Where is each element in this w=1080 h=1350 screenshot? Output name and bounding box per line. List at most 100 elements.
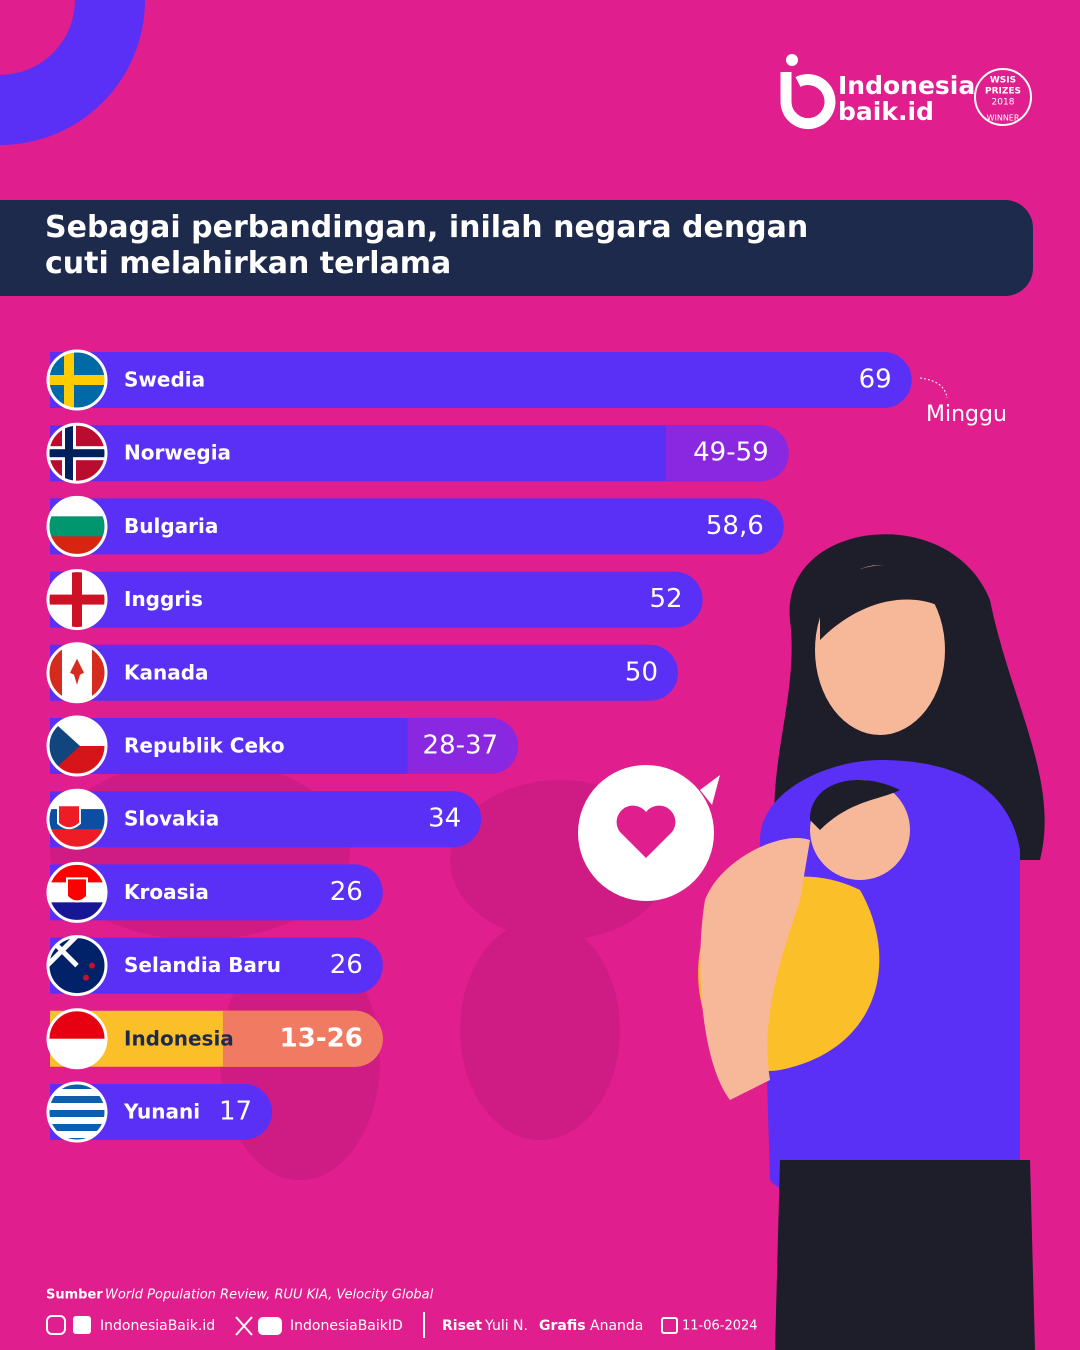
value-label: 28-37 <box>423 731 499 761</box>
award-text: WINNER <box>987 114 1020 123</box>
flag-ring <box>46 1081 108 1143</box>
bars: Swedia 69 Norwegia 49-59 Bulgaria 58,6 Inggris… <box>46 349 912 1143</box>
category-label: Yunani <box>123 1100 200 1124</box>
title-wrap: Sebagai perbandingan, inilah negara deng… <box>45 210 809 281</box>
flag-part <box>49 516 105 537</box>
icon-calendar <box>661 1317 678 1334</box>
flag <box>49 644 105 701</box>
bar <box>50 864 383 921</box>
flag-part <box>49 864 105 883</box>
chart-title: Sebagai perbandingan, inilah negara deng… <box>45 210 809 281</box>
value-label: 50 <box>625 657 658 687</box>
award-text: WSIS <box>990 76 1016 86</box>
bar <box>50 498 784 555</box>
flag-part <box>49 594 105 605</box>
flag-part <box>89 962 95 969</box>
source-label: Sumber <box>46 1288 103 1303</box>
decor-arc <box>0 0 145 145</box>
date: 11-06-2024 <box>682 1319 758 1334</box>
bar <box>50 644 678 701</box>
flag-part <box>49 449 105 458</box>
illustration <box>578 534 1045 1350</box>
flag-ring <box>46 788 108 850</box>
category-label: Norwegia <box>124 441 231 465</box>
flag <box>49 571 105 628</box>
icon-facebook <box>73 1316 91 1334</box>
flag-part <box>49 902 105 921</box>
category-label: Slovakia <box>124 807 219 831</box>
category-label: Swedia <box>124 368 205 392</box>
flag-ring <box>46 861 108 923</box>
category-label: Republik Ceko <box>124 734 285 758</box>
handle: IndonesiaBaikID <box>290 1318 403 1334</box>
bar-range <box>665 425 789 482</box>
value-label: 26 <box>330 877 363 907</box>
flag-part <box>49 1089 105 1096</box>
value-label: 69 <box>859 365 892 395</box>
bar <box>50 791 482 848</box>
handle: IndonesiaBaik.id <box>100 1318 215 1334</box>
flag <box>49 791 105 848</box>
flag-ring <box>46 349 108 411</box>
value-label: 58,6 <box>706 511 764 541</box>
category-label: Kroasia <box>124 880 209 904</box>
value-label: 13-26 <box>280 1023 363 1053</box>
flag-part <box>49 1131 105 1138</box>
icon-youtube <box>258 1317 282 1335</box>
bar <box>50 1084 273 1140</box>
flag <box>49 1084 105 1140</box>
bar-range <box>407 718 519 774</box>
flag <box>49 498 105 555</box>
flag-ring <box>46 935 108 997</box>
bar <box>50 937 383 994</box>
flag-part <box>57 804 81 830</box>
flag-ring <box>46 642 108 704</box>
category-label: Kanada <box>124 660 209 684</box>
footer: Sumber World Population Review, RUU KIA,… <box>46 1288 758 1338</box>
flag-part <box>49 536 105 555</box>
source: World Population Review, RUU KIA, Veloci… <box>105 1288 434 1303</box>
credit-label: Grafis <box>539 1318 586 1334</box>
logo-text: baik.id <box>838 97 934 126</box>
icon-instagram <box>46 1315 66 1335</box>
bar <box>50 425 789 482</box>
flag-ring <box>46 715 108 777</box>
title-box <box>0 200 1033 296</box>
credit-label: Riset <box>442 1318 482 1334</box>
flag <box>49 864 105 921</box>
bar-range <box>222 1010 383 1067</box>
category-label: Bulgaria <box>124 514 218 538</box>
value-label: 26 <box>330 950 363 980</box>
flag <box>49 937 105 994</box>
value-label: 17 <box>219 1097 252 1127</box>
flag-part <box>83 974 89 981</box>
flag <box>49 425 105 482</box>
category-label: Inggris <box>124 587 203 611</box>
value-label: 52 <box>650 584 683 614</box>
category-label: Indonesia <box>124 1026 234 1050</box>
flag <box>49 352 105 408</box>
flag-part <box>70 658 84 685</box>
credit: Yuli N. <box>484 1318 528 1334</box>
flag-part <box>49 1103 105 1110</box>
flag-part <box>49 375 105 385</box>
award-text: 2018 <box>992 98 1015 108</box>
bar <box>50 718 519 774</box>
bar <box>50 571 703 628</box>
award-text: PRIZES <box>985 87 1021 97</box>
value-label: 34 <box>428 804 461 834</box>
flag-ring <box>46 569 108 631</box>
value-label: 49-59 <box>693 438 769 468</box>
flag-part <box>49 829 105 848</box>
flag-ring <box>46 495 108 557</box>
flag-part <box>49 498 105 517</box>
credit: Ananda <box>590 1318 643 1334</box>
logo: Indonesia baik.id WSIS PRIZES 2018 WINNE… <box>780 54 1032 130</box>
flag-ring <box>46 1008 108 1070</box>
unit-pointer <box>919 377 948 399</box>
logo-text: Indonesia <box>838 71 975 100</box>
flag-part <box>66 877 88 903</box>
flag-ring <box>46 422 108 484</box>
category-label: Selandia Baru <box>124 953 281 977</box>
